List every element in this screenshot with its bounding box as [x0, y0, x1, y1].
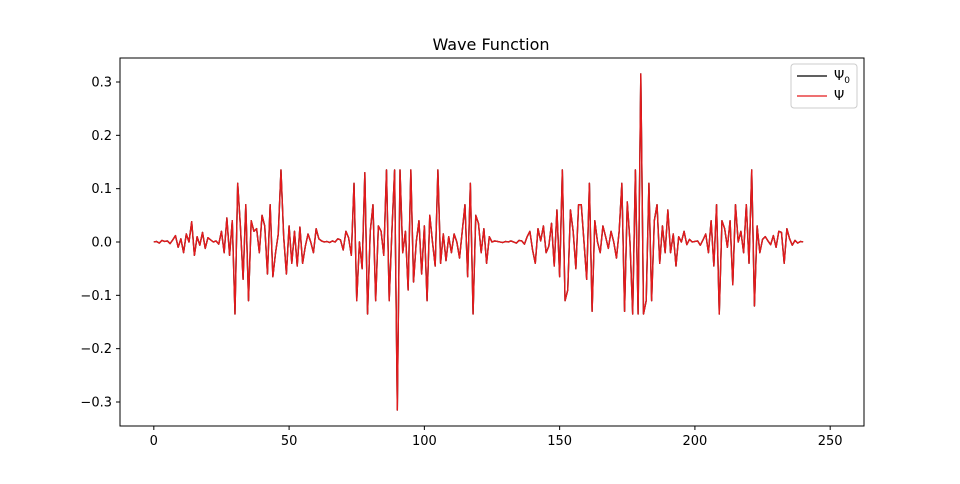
legend-subscript-psi0: 0: [844, 76, 850, 86]
y-tick-label: 0.1: [91, 182, 112, 197]
series-line-psi0: [153, 73, 804, 411]
legend: Ψ0 Ψ: [790, 63, 858, 109]
x-tick-label: 100: [412, 434, 437, 449]
legend-box: [790, 63, 858, 109]
y-tick-label: 0.0: [91, 236, 112, 251]
x-tick-label: 50: [281, 434, 298, 449]
x-tick-label: 250: [818, 434, 843, 449]
series-line-psi: [153, 73, 804, 411]
series-layer: [153, 73, 804, 411]
x-tick-label: 150: [547, 434, 572, 449]
y-tick-label: 0.2: [91, 129, 112, 144]
y-tick-label: 0.3: [91, 76, 112, 91]
y-tick-label: −0.1: [80, 289, 112, 304]
plot-area: [119, 57, 865, 427]
y-tick-label: −0.2: [80, 342, 112, 357]
chart-title: Wave Function: [432, 35, 549, 54]
y-tick-label: −0.3: [80, 396, 112, 411]
x-tick-label: 200: [682, 434, 707, 449]
legend-label-psi0: Ψ0: [834, 69, 850, 86]
y-axis: −0.3 −0.2 −0.1 0.0 0.1 0.2 0.3: [80, 76, 120, 411]
x-axis: 0 50 100 150 200 250: [150, 426, 843, 449]
legend-label-psi: Ψ: [834, 89, 844, 104]
x-tick-label: 0: [150, 434, 158, 449]
